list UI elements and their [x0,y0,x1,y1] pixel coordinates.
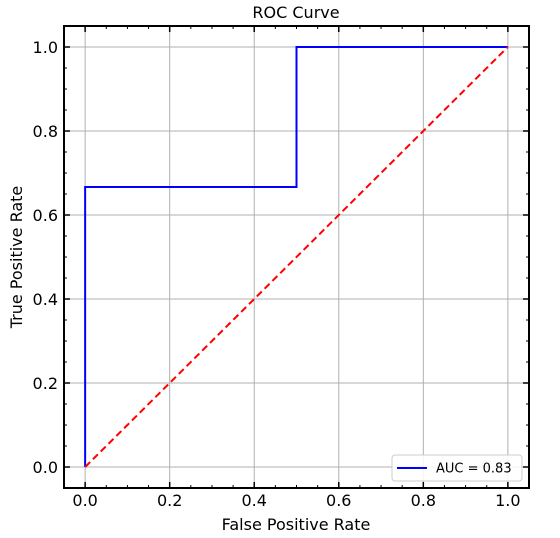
y-tick-label: 0.2 [33,374,58,393]
grid [64,26,529,488]
legend-box [391,454,523,482]
plot-frame [63,25,530,489]
baseline-diagonal-line [84,46,509,468]
x-axis: 0.0 0.2 0.4 0.6 0.8 1.0 [72,26,521,510]
series-layer [84,46,509,468]
y-axis: 0.0 0.2 0.4 0.6 0.8 1.0 [33,38,529,477]
y-axis-title: True Positive Rate [7,186,26,330]
x-tick-label: 0.8 [411,491,436,510]
roc-curve-line [84,46,508,467]
y-tick-label: 0.6 [33,206,58,225]
x-tick-label: 0.4 [242,491,267,510]
legend: AUC = 0.83 [391,454,523,482]
y-tick-label: 0.4 [33,290,58,309]
legend-label: AUC = 0.83 [436,462,512,477]
x-tick-label: 0.2 [157,491,182,510]
x-tick-label: 1.0 [495,491,520,510]
x-axis-title: False Positive Rate [222,515,371,534]
y-tick-label: 1.0 [33,38,58,57]
chart-title: ROC Curve [252,3,339,22]
y-tick-label: 0.8 [33,122,58,141]
x-tick-label: 0.0 [72,491,97,510]
y-tick-label: 0.0 [33,458,58,477]
x-tick-label: 0.6 [326,491,351,510]
